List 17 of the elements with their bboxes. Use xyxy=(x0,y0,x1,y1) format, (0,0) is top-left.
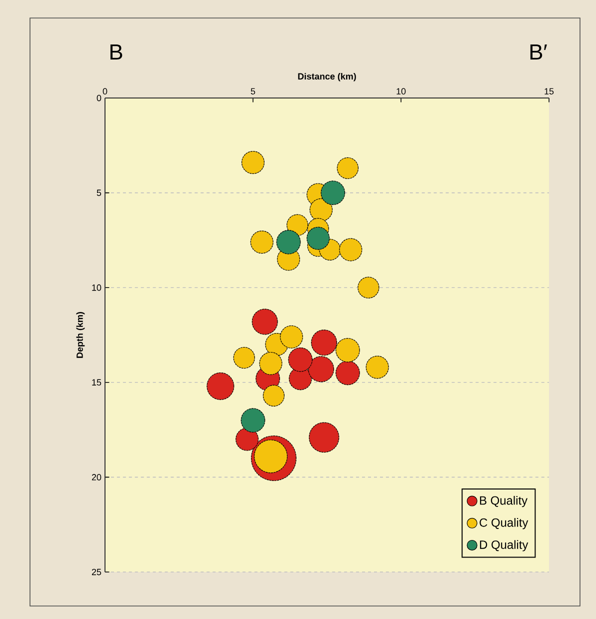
y-tick-label: 15 xyxy=(92,379,102,386)
legend-label: C Quality xyxy=(480,518,528,530)
y-axis-title: Depth (km) xyxy=(76,312,85,358)
x-tick-label: 0 xyxy=(102,88,108,94)
x-tick-label: 5 xyxy=(250,88,256,94)
y-tick-label: 0 xyxy=(96,94,102,102)
y-tick-label: 5 xyxy=(96,190,102,196)
y-tick-label: 20 xyxy=(92,474,102,480)
legend-label: D Quality xyxy=(480,540,528,552)
text: B′ xyxy=(530,44,547,60)
legend-label: B Quality xyxy=(480,496,528,508)
x-tick-label: 10 xyxy=(396,88,406,94)
text: B xyxy=(110,44,122,60)
x-axis-title: Distance (km) xyxy=(298,72,356,82)
y-tick-label: 25 xyxy=(92,568,102,576)
x-tick-label: 15 xyxy=(544,88,554,94)
y-tick-label: 10 xyxy=(92,284,102,291)
